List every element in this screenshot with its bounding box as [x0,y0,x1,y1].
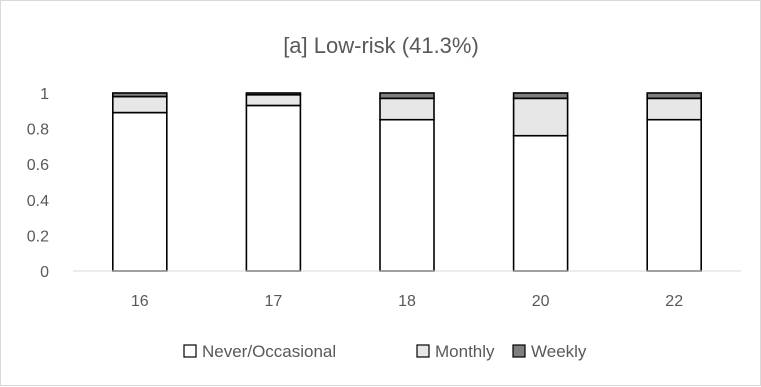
legend-swatch-never-occasional [183,344,197,358]
x-tick-label: 22 [665,293,683,310]
x-axis-ticks: 16 17 18 20 22 [131,293,683,310]
bar-segment-never-occasional-16 [112,111,168,272]
bar-segment-monthly-22 [646,97,703,121]
y-tick-label: 0.4 [27,193,49,210]
y-axis-ticks: 0 0.2 0.4 0.6 0.8 1 [27,86,49,281]
bar-segment-weekly-20 [512,92,569,100]
bar-segment-never-occasional-17 [245,104,302,272]
y-tick-label: 0.2 [27,228,49,245]
bar-segment-weekly-16 [112,92,168,98]
chart-title: [a] Low-risk (41.3%) [283,33,479,58]
x-tick-label: 20 [532,293,550,310]
bar-segment-monthly-16 [112,95,168,114]
y-tick-label: 1 [40,86,49,103]
bar-segment-monthly-18 [379,97,435,121]
bar-segment-monthly-17 [245,93,302,107]
y-tick-label: 0 [40,264,49,281]
bar-segment-never-occasional-20 [512,134,569,272]
bar-segment-weekly-17 [245,92,302,96]
legend-swatch-weekly [512,344,526,358]
bar-segment-weekly-22 [646,92,703,100]
y-tick-label: 0.8 [27,122,49,139]
bar-segment-weekly-18 [379,92,435,100]
x-tick-label: 17 [265,293,283,310]
legend-label: Monthly [435,342,495,361]
bars [112,92,703,272]
bar-segment-never-occasional-22 [646,118,703,272]
legend-swatch-monthly [416,344,430,358]
y-tick-label: 0.6 [27,157,49,174]
bar-segment-never-occasional-18 [379,118,435,272]
x-tick-label: 16 [131,293,149,310]
x-tick-label: 18 [398,293,416,310]
legend: Never/Occasional Monthly Weekly [183,342,587,361]
legend-label: Never/Occasional [202,342,336,361]
bar-segment-monthly-20 [512,97,569,137]
legend-label: Weekly [531,342,587,361]
